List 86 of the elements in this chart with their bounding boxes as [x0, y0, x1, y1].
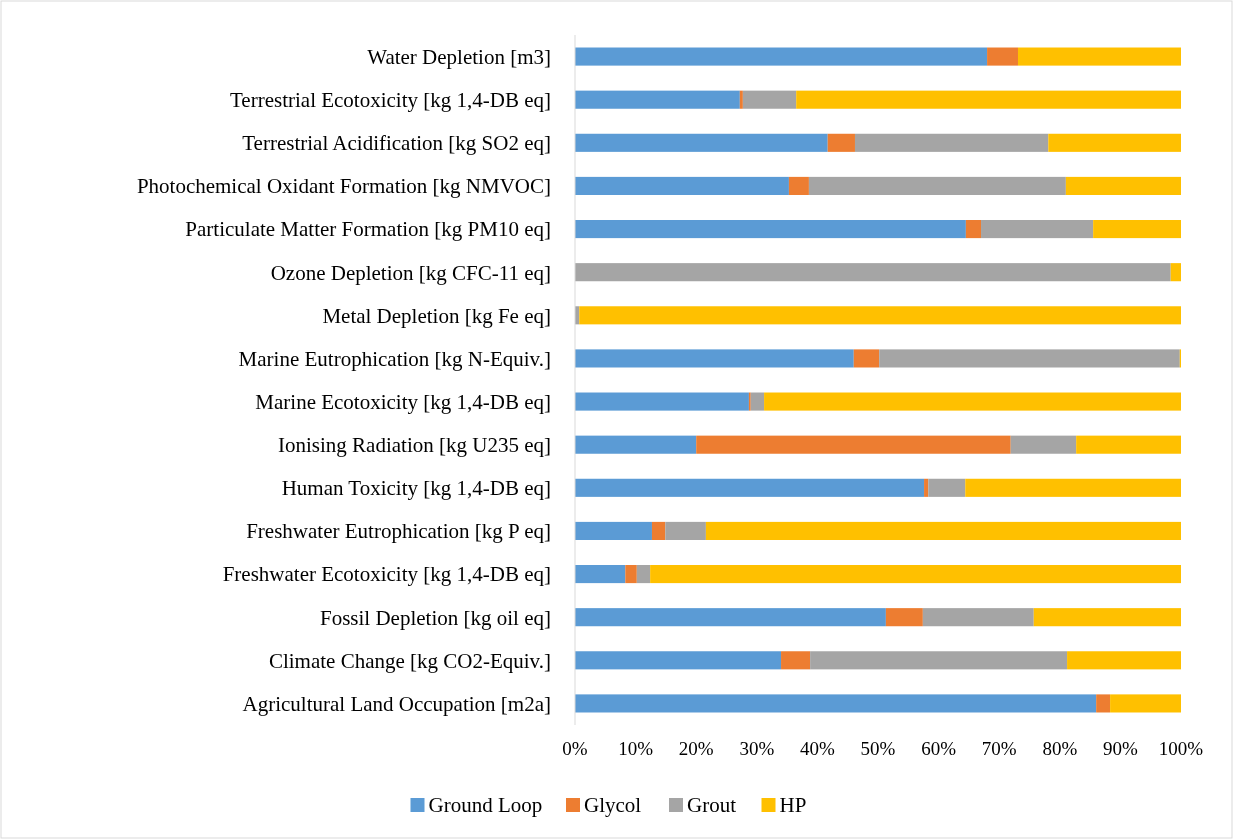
x-tick-label: 20%: [678, 737, 714, 759]
x-tick-label: 0%: [562, 737, 588, 759]
bar: [575, 133, 828, 152]
bar: [885, 608, 923, 627]
bar: [788, 176, 809, 195]
x-tick-label: 40%: [799, 737, 835, 759]
legend-label: HP: [779, 793, 807, 818]
bar: [575, 349, 854, 368]
y-tick-label: Freshwater Eutrophication [kg P eq]: [246, 519, 551, 544]
y-tick-label: Freshwater Ecotoxicity [kg 1,4-DB eq]: [222, 562, 551, 587]
y-tick-label: Terrestrial Ecotoxicity [kg 1,4-DB eq]: [229, 88, 551, 113]
bar: [764, 392, 1181, 411]
y-tick-label: Fossil Depletion [kg oil eq]: [320, 605, 551, 630]
x-tick-label: 90%: [1102, 737, 1138, 759]
bar: [987, 47, 1018, 66]
bar: [575, 220, 966, 239]
bar: [575, 478, 925, 497]
bar: [750, 392, 765, 411]
y-tick-label: Photochemical Oxidant Formation [kg NMVOC]: [136, 174, 551, 199]
bar: [1010, 435, 1077, 454]
y-tick-label: Particulate Matter Formation [kg PM10 eq]: [185, 217, 551, 242]
x-tick-label: 100%: [1158, 737, 1204, 759]
bar: [625, 565, 637, 584]
bar: [575, 176, 789, 195]
y-tick-label: Metal Depletion [kg Fe eq]: [322, 303, 551, 328]
bar: [575, 565, 626, 584]
x-tick-label: 50%: [860, 737, 896, 759]
bar: [575, 608, 886, 627]
bar: [739, 90, 743, 109]
legend-label: Glycol: [584, 793, 642, 818]
y-tick-label: Marine Ecotoxicity [kg 1,4-DB eq]: [255, 389, 551, 414]
bar: [579, 306, 1181, 325]
bar: [924, 478, 929, 497]
bar: [965, 220, 982, 239]
bar: [1065, 176, 1181, 195]
bar: [781, 651, 811, 670]
bar: [922, 608, 1034, 627]
bar: [1048, 133, 1181, 152]
bar: [575, 521, 652, 540]
bar: [575, 90, 740, 109]
bar: [575, 263, 1171, 282]
x-tick-label: 30%: [739, 737, 775, 759]
x-tick-label: 70%: [981, 737, 1017, 759]
bar: [575, 47, 988, 66]
bar: [575, 392, 749, 411]
bar: [1110, 694, 1181, 713]
x-tick-label: 60%: [921, 737, 957, 759]
bar: [742, 90, 797, 109]
legend-label: Ground Loop: [428, 793, 543, 818]
bar: [651, 521, 666, 540]
bar: [575, 651, 782, 670]
bar: [665, 521, 706, 540]
bar: [650, 565, 1181, 584]
bar: [1170, 263, 1181, 282]
y-tick-label: Climate Change [kg CO2-Equiv.]: [268, 648, 551, 673]
bar: [575, 435, 697, 454]
bar: [928, 478, 966, 497]
bar: [696, 435, 1011, 454]
bar: [808, 176, 1066, 195]
bar: [854, 133, 1049, 152]
x-tick-label: 80%: [1042, 737, 1078, 759]
bar: [1076, 435, 1181, 454]
bar: [879, 349, 1180, 368]
bar: [827, 133, 855, 152]
bar: [1096, 694, 1111, 713]
y-tick-label: Human Toxicity [kg 1,4-DB eq]: [281, 476, 551, 501]
bar: [810, 651, 1068, 670]
bar: [575, 694, 1097, 713]
bar: [636, 565, 651, 584]
bar: [1033, 608, 1181, 627]
bar: [965, 478, 1181, 497]
bar: [796, 90, 1181, 109]
y-tick-label: Water Depletion [m3]: [367, 44, 551, 69]
bar: [705, 521, 1181, 540]
y-tick-label: Agricultural Land Occupation [m2a]: [242, 691, 551, 716]
legend-label: Grout: [687, 793, 737, 818]
bar: [1017, 47, 1181, 66]
bar: [981, 220, 1094, 239]
bar: [1093, 220, 1181, 239]
y-tick-label: Ionising Radiation [kg U235 eq]: [278, 433, 551, 458]
bar: [853, 349, 880, 368]
x-tick-label: 10%: [618, 737, 654, 759]
y-tick-label: Marine Eutrophication [kg N-Equiv.]: [238, 346, 551, 371]
y-tick-label: Terrestrial Acidification [kg SO2 eq]: [242, 131, 551, 156]
y-tick-label: Ozone Depletion [kg CFC-11 eq]: [270, 260, 551, 285]
bar: [1067, 651, 1181, 670]
